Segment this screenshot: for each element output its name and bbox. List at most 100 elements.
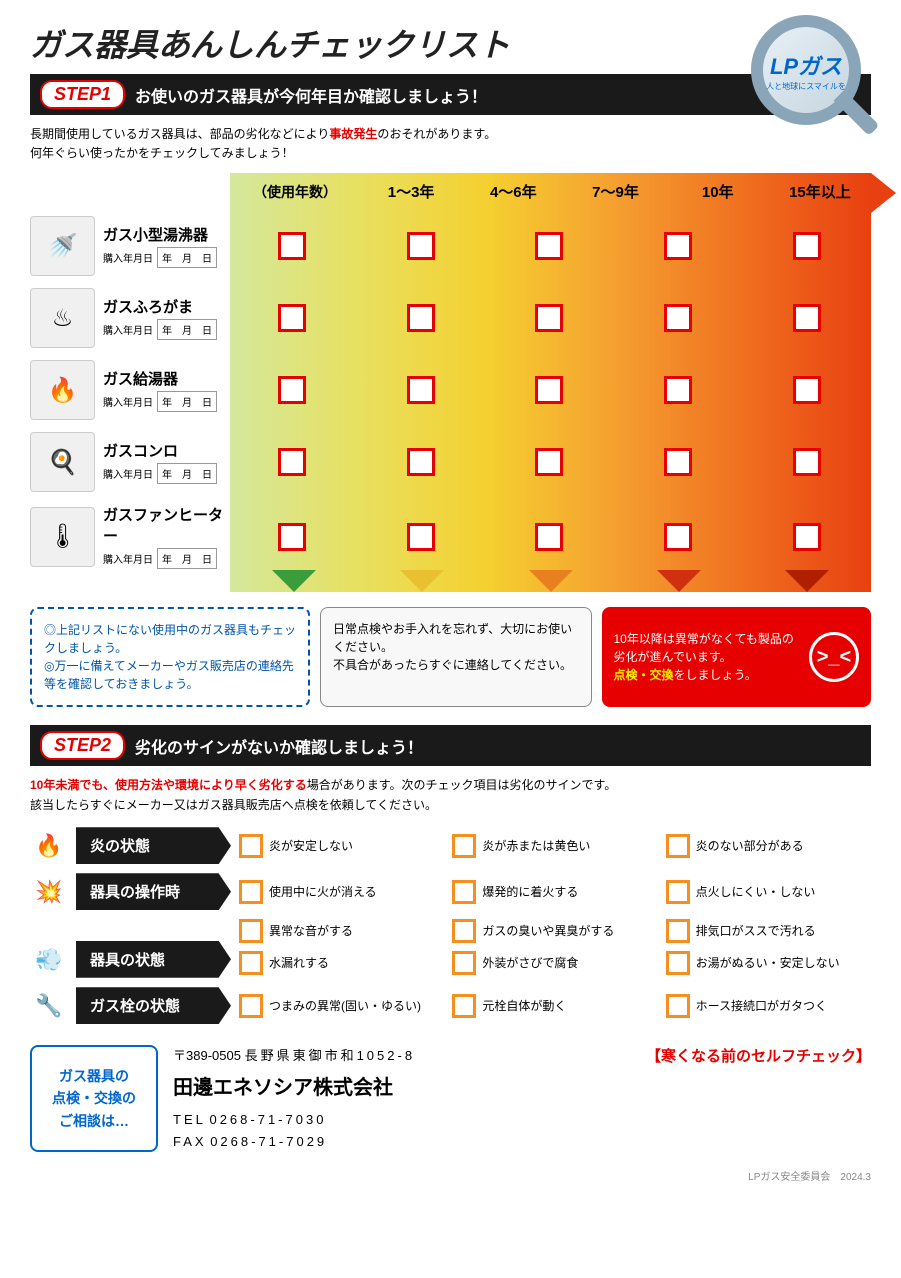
step2-header: STEP2 劣化のサインがないか確認しましょう！ bbox=[30, 725, 871, 766]
device-date: 購入年月日年 月 日 bbox=[103, 463, 228, 484]
device-row: ♨ガスふろがま購入年月日年 月 日 bbox=[30, 282, 871, 354]
device-date: 購入年月日年 月 日 bbox=[103, 319, 228, 340]
device-icon: 🍳 bbox=[30, 432, 95, 492]
device-row: 🌡ガスファンヒーター購入年月日年 月 日 bbox=[30, 498, 871, 575]
age-checkbox[interactable] bbox=[278, 376, 306, 404]
step1-text: お使いのガス器具が今何年目か確認しましょう！ bbox=[135, 83, 487, 107]
step1-label: STEP1 bbox=[40, 80, 125, 109]
sign-item: つまみの異常(固い・ゆるい) bbox=[239, 994, 444, 1018]
age-checkbox[interactable] bbox=[407, 304, 435, 332]
device-row: 🔥 ガス給湯器購入年月日年 月 日 bbox=[30, 354, 871, 426]
sign-item: ホース接続口がガタつく bbox=[666, 994, 871, 1018]
age-checkbox[interactable] bbox=[793, 232, 821, 260]
sign-row: 🔥炎の状態炎が安定しない炎が赤または黄色い炎のない部分がある bbox=[30, 827, 871, 865]
age-checkbox[interactable] bbox=[535, 523, 563, 551]
date-input[interactable]: 年 月 日 bbox=[157, 247, 217, 268]
age-checkbox[interactable] bbox=[278, 448, 306, 476]
year-col: 10年 bbox=[667, 173, 769, 210]
company-info: 〒389-0505 長野県東御市和1052-8 田邊エネソシア株式会社 TEL … bbox=[173, 1045, 631, 1153]
date-input[interactable]: 年 月 日 bbox=[157, 319, 217, 340]
age-checkbox[interactable] bbox=[407, 448, 435, 476]
age-checkbox[interactable] bbox=[535, 448, 563, 476]
year-col: 7〜9年 bbox=[564, 173, 666, 210]
sign-checkbox[interactable] bbox=[239, 994, 263, 1018]
page-title: ガス器具あんしんチェックリスト bbox=[30, 20, 871, 66]
sign-checkbox[interactable] bbox=[239, 834, 263, 858]
down-triangle-icon bbox=[785, 570, 829, 592]
age-checkbox[interactable] bbox=[407, 523, 435, 551]
device-date: 購入年月日年 月 日 bbox=[103, 391, 228, 412]
device-date: 購入年月日年 月 日 bbox=[103, 247, 228, 268]
sign-checkbox[interactable] bbox=[666, 834, 690, 858]
sign-item: 異常な音がする bbox=[239, 919, 444, 943]
company-name: 田邊エネソシア株式会社 bbox=[173, 1071, 631, 1105]
sign-label: 器具の操作時 bbox=[76, 873, 231, 910]
age-checkbox[interactable] bbox=[793, 376, 821, 404]
year-col: 4〜6年 bbox=[462, 173, 564, 210]
sign-item: 炎が赤または黄色い bbox=[452, 834, 657, 858]
sign-row: 🔧ガス栓の状態つまみの異常(固い・ゆるい)元栓自体が動くホース接続口がガタつく bbox=[30, 987, 871, 1025]
age-checkbox[interactable] bbox=[664, 448, 692, 476]
device-name: ガス給湯器 bbox=[103, 368, 228, 389]
date-input[interactable]: 年 月 日 bbox=[157, 548, 217, 569]
age-checkbox[interactable] bbox=[535, 376, 563, 404]
sign-checkbox[interactable] bbox=[452, 994, 476, 1018]
sign-row: 💥器具の操作時使用中に火が消える爆発的に着火する点火しにくい・しない bbox=[30, 873, 871, 911]
sign-checkbox[interactable] bbox=[666, 994, 690, 1018]
age-checkbox[interactable] bbox=[407, 232, 435, 260]
age-checkbox[interactable] bbox=[664, 376, 692, 404]
age-checkbox[interactable] bbox=[793, 448, 821, 476]
age-checkbox[interactable] bbox=[793, 523, 821, 551]
sign-icon: 🔧 bbox=[30, 987, 68, 1025]
device-name: ガスふろがま bbox=[103, 296, 228, 317]
usage-years-label: （使用年数） bbox=[230, 182, 360, 202]
lp-subtext: 人と地球にスマイルを bbox=[766, 81, 846, 92]
age-checkbox[interactable] bbox=[407, 376, 435, 404]
date-input[interactable]: 年 月 日 bbox=[157, 391, 217, 412]
device-name: ガスファンヒーター bbox=[103, 504, 228, 546]
age-checkbox[interactable] bbox=[278, 523, 306, 551]
sign-checkbox[interactable] bbox=[666, 951, 690, 975]
sign-checkbox[interactable] bbox=[666, 919, 690, 943]
sign-checkbox[interactable] bbox=[239, 880, 263, 904]
age-checkbox[interactable] bbox=[664, 232, 692, 260]
lp-gas-magnifier-badge: LPガス 人と地球にスマイルを bbox=[751, 15, 891, 155]
age-checkbox[interactable] bbox=[793, 304, 821, 332]
sign-checkbox[interactable] bbox=[239, 919, 263, 943]
device-row: 🚿ガス小型湯沸器購入年月日年 月 日 bbox=[30, 210, 871, 282]
note-gray: 日常点検やお手入れを忘れず、大切にお使いください。 不具合があったらすぐに連絡し… bbox=[320, 607, 592, 707]
age-checkbox[interactable] bbox=[278, 232, 306, 260]
self-check-label: 【寒くなる前のセルフチェック】 bbox=[646, 1045, 871, 1066]
age-checkbox[interactable] bbox=[664, 523, 692, 551]
sign-checkbox[interactable] bbox=[452, 880, 476, 904]
notes-row: ◎上記リストにない使用中のガス器具もチェックしましょう。 ◎万一に備えてメーカー… bbox=[30, 607, 871, 707]
sign-checkbox[interactable] bbox=[452, 834, 476, 858]
lp-text: LPガス bbox=[770, 49, 842, 81]
angry-face-icon: >_< bbox=[809, 632, 859, 682]
sign-checkbox[interactable] bbox=[666, 880, 690, 904]
sign-item: 外装がさびで腐食 bbox=[452, 951, 657, 975]
sign-checkbox[interactable] bbox=[452, 951, 476, 975]
step1-header: STEP1 お使いのガス器具が今何年目か確認しましょう！ bbox=[30, 74, 871, 115]
sign-label: 炎の状態 bbox=[76, 827, 231, 864]
sign-row: 💨器具の状態異常な音がするガスの臭いや異臭がする排気口がススで汚れる水漏れする外… bbox=[30, 919, 871, 979]
device-icon: 🔥 bbox=[30, 360, 95, 420]
sign-label: ガス栓の状態 bbox=[76, 987, 231, 1024]
date-input[interactable]: 年 月 日 bbox=[157, 463, 217, 484]
sign-item: ガスの臭いや異臭がする bbox=[452, 919, 657, 943]
footer: ガス器具の 点検・交換の ご相談は… 〒389-0505 長野県東御市和1052… bbox=[30, 1045, 871, 1153]
age-checkbox[interactable] bbox=[664, 304, 692, 332]
sign-checkbox[interactable] bbox=[452, 919, 476, 943]
down-triangle-icon bbox=[657, 570, 701, 592]
age-checkbox[interactable] bbox=[278, 304, 306, 332]
sign-checkbox[interactable] bbox=[239, 951, 263, 975]
sign-item: お湯がぬるい・安定しない bbox=[666, 951, 871, 975]
sign-item: 炎が安定しない bbox=[239, 834, 444, 858]
age-checkbox[interactable] bbox=[535, 232, 563, 260]
down-triangle-icon bbox=[272, 570, 316, 592]
consult-box: ガス器具の 点検・交換の ご相談は… bbox=[30, 1045, 158, 1152]
sign-item: 水漏れする bbox=[239, 951, 444, 975]
step1-intro: 長期間使用しているガス器具は、部品の劣化などにより事故発生のおそれがあります。 … bbox=[30, 125, 871, 163]
down-triangle-icon bbox=[400, 570, 444, 592]
age-checkbox[interactable] bbox=[535, 304, 563, 332]
